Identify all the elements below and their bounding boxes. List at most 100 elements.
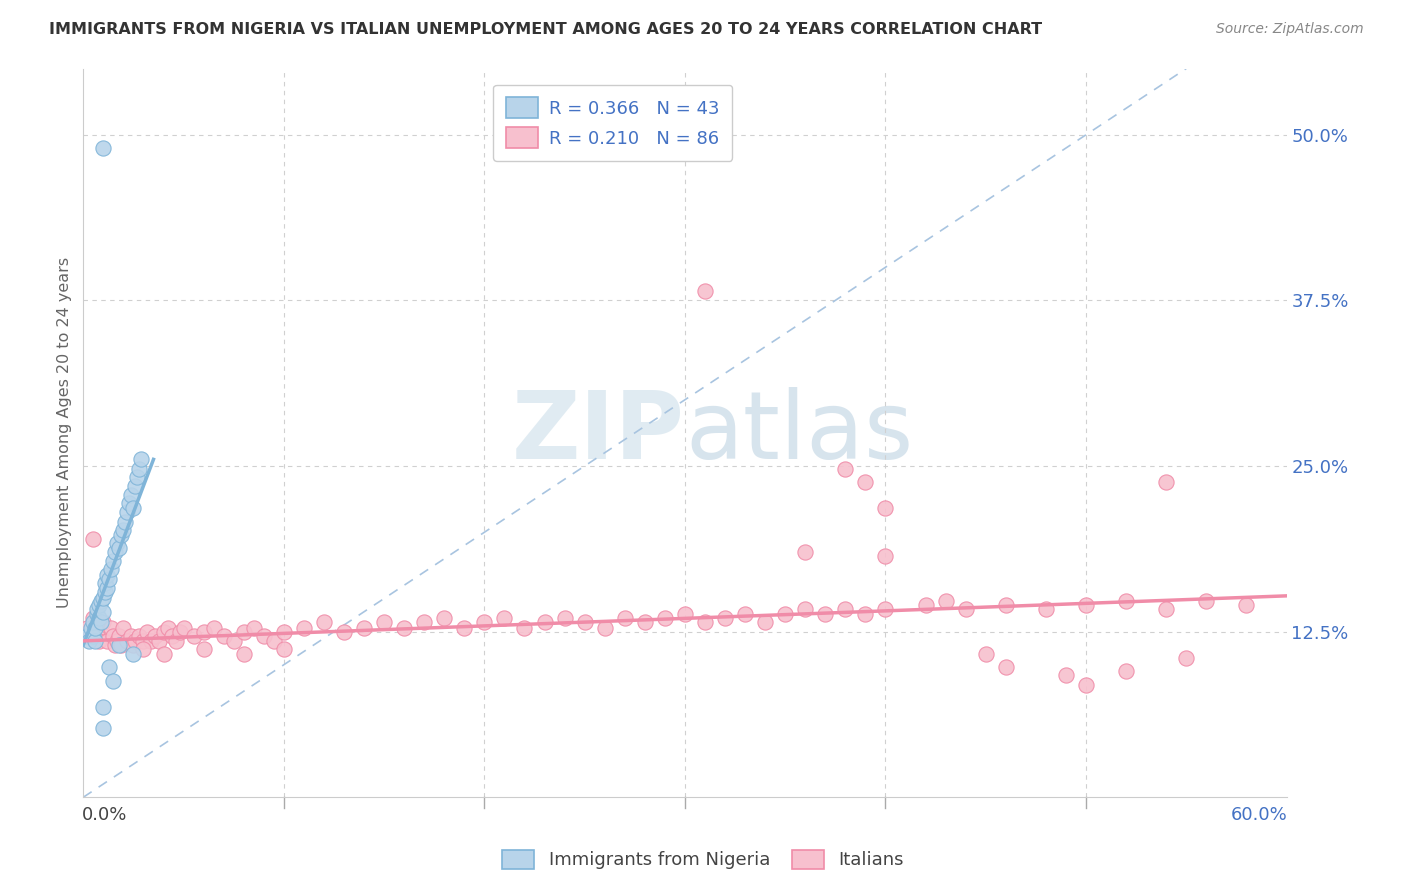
Point — [96, 567, 118, 582]
Point — [136, 624, 159, 639]
Text: atlas: atlas — [685, 387, 912, 479]
Point — [794, 602, 817, 616]
Point — [103, 673, 125, 688]
Point — [312, 615, 335, 630]
Point — [122, 647, 145, 661]
Point — [855, 607, 877, 622]
Point — [104, 638, 127, 652]
Point — [98, 660, 121, 674]
Point — [875, 602, 897, 616]
Y-axis label: Unemployment Among Ages 20 to 24 years: Unemployment Among Ages 20 to 24 years — [58, 257, 72, 608]
Point — [193, 641, 215, 656]
Point — [1195, 594, 1218, 608]
Point — [100, 562, 122, 576]
Legend: Immigrants from Nigeria, Italians: Immigrants from Nigeria, Italians — [492, 841, 914, 879]
Point — [120, 629, 142, 643]
Point — [453, 621, 475, 635]
Point — [90, 594, 112, 608]
Point — [124, 633, 146, 648]
Point — [93, 722, 115, 736]
Point — [90, 615, 112, 630]
Point — [94, 575, 117, 590]
Point — [1054, 668, 1077, 682]
Point — [108, 541, 131, 556]
Point — [433, 611, 456, 625]
Point — [104, 545, 127, 559]
Point — [96, 633, 118, 648]
Point — [754, 615, 776, 630]
Point — [253, 629, 276, 643]
Point — [232, 647, 254, 661]
Point — [110, 638, 132, 652]
Point — [108, 638, 131, 652]
Point — [152, 624, 174, 639]
Point — [93, 141, 115, 155]
Point — [202, 621, 225, 635]
Point — [82, 611, 104, 625]
Point — [693, 284, 716, 298]
Point — [273, 624, 295, 639]
Point — [128, 461, 150, 475]
Point — [131, 452, 153, 467]
Point — [1035, 602, 1057, 616]
Point — [141, 633, 163, 648]
Point — [120, 488, 142, 502]
Point — [413, 615, 436, 630]
Text: Source: ZipAtlas.com: Source: ZipAtlas.com — [1216, 22, 1364, 37]
Point — [273, 641, 295, 656]
Point — [554, 611, 576, 625]
Point — [82, 532, 104, 546]
Point — [93, 605, 115, 619]
Point — [513, 621, 536, 635]
Point — [84, 621, 107, 635]
Point — [193, 624, 215, 639]
Point — [1236, 598, 1258, 612]
Point — [222, 633, 245, 648]
Point — [148, 633, 170, 648]
Point — [132, 633, 155, 648]
Text: IMMIGRANTS FROM NIGERIA VS ITALIAN UNEMPLOYMENT AMONG AGES 20 TO 24 YEARS CORREL: IMMIGRANTS FROM NIGERIA VS ITALIAN UNEMP… — [49, 22, 1042, 37]
Point — [156, 621, 179, 635]
Point — [96, 581, 118, 595]
Point — [86, 607, 108, 622]
Point — [974, 647, 997, 661]
Point — [114, 515, 136, 529]
Point — [593, 621, 616, 635]
Point — [82, 615, 104, 630]
Point — [152, 647, 174, 661]
Point — [122, 501, 145, 516]
Point — [165, 633, 187, 648]
Point — [110, 528, 132, 542]
Point — [128, 629, 150, 643]
Point — [1115, 665, 1137, 679]
Point — [994, 660, 1017, 674]
Point — [875, 501, 897, 516]
Point — [117, 505, 139, 519]
Point — [183, 629, 205, 643]
Point — [814, 607, 837, 622]
Point — [93, 700, 115, 714]
Point — [103, 629, 125, 643]
Point — [82, 629, 104, 643]
Point — [76, 621, 98, 635]
Point — [122, 638, 145, 652]
Point — [474, 615, 496, 630]
Point — [112, 523, 135, 537]
Point — [89, 633, 111, 648]
Point — [875, 549, 897, 563]
Point — [935, 594, 957, 608]
Point — [105, 536, 128, 550]
Point — [914, 598, 936, 612]
Point — [117, 633, 139, 648]
Point — [734, 607, 756, 622]
Point — [994, 598, 1017, 612]
Point — [86, 629, 108, 643]
Point — [108, 629, 131, 643]
Point — [292, 621, 315, 635]
Point — [89, 598, 111, 612]
Point — [634, 615, 657, 630]
Point — [84, 633, 107, 648]
Point — [112, 621, 135, 635]
Point — [1074, 678, 1097, 692]
Text: ZIP: ZIP — [512, 387, 685, 479]
